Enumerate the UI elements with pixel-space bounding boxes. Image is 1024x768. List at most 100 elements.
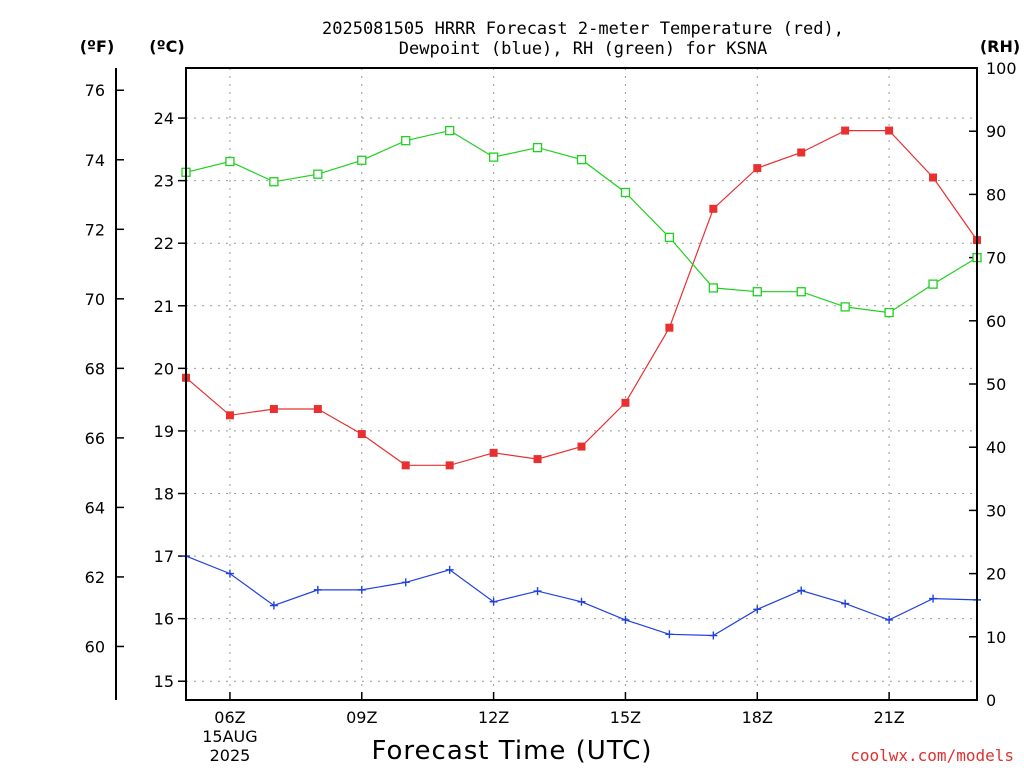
fahrenheit-tick-label: 60 — [85, 637, 105, 656]
x-tick-label: 12Z — [478, 708, 509, 727]
fahrenheit-tick-label: 72 — [85, 220, 105, 239]
temperature-point — [709, 204, 718, 213]
dewpoint-point — [357, 585, 366, 594]
rh-tick-label: 30 — [986, 501, 1006, 520]
rh-point — [532, 142, 543, 153]
temperature-point — [665, 323, 674, 332]
rh-tick-label: 10 — [986, 628, 1006, 647]
x-tick-year-label: 2025 — [210, 746, 251, 765]
rh-tick-label: 40 — [986, 438, 1006, 457]
rh-tick-label: 90 — [986, 122, 1006, 141]
rh-point — [796, 287, 806, 297]
rh-tick-label: 70 — [986, 249, 1006, 268]
celsius-tick-label: 24 — [154, 109, 174, 128]
rh-point — [840, 302, 850, 312]
temperature-series — [182, 126, 981, 470]
plot-frame — [185, 67, 978, 701]
x-tick-label: 18Z — [742, 708, 773, 727]
fahrenheit-unit-label: (ºF) — [80, 37, 115, 56]
temperature-point — [577, 442, 586, 451]
rh-point — [488, 152, 499, 162]
fahrenheit-tick-label: 62 — [85, 568, 105, 587]
dewpoint-point — [885, 615, 894, 624]
rh-point — [884, 307, 894, 318]
rh-point — [225, 156, 235, 167]
rh-tick-label: 0 — [986, 691, 996, 710]
rh-unit-label: (RH) — [980, 37, 1020, 56]
rh-tick-label: 60 — [986, 312, 1006, 331]
temperature-point — [445, 461, 454, 470]
temperature-point — [753, 164, 762, 173]
rh-point — [928, 279, 938, 289]
dewpoint-point — [577, 597, 586, 606]
dewpoint-point — [665, 630, 674, 639]
x-tick-date-label: 15AUG — [202, 727, 257, 746]
rh-tick-label: 50 — [986, 375, 1006, 394]
dewpoint-point — [401, 578, 410, 587]
fahrenheit-tick-label: 76 — [85, 81, 105, 100]
rh-series — [181, 125, 982, 318]
x-tick-label: 06Z — [214, 708, 245, 727]
x-tick-label: 15Z — [610, 708, 641, 727]
dewpoint-point — [841, 599, 850, 608]
rh-tick-label: 80 — [986, 185, 1006, 204]
celsius-tick-label: 22 — [154, 234, 174, 253]
dewpoint-point — [489, 597, 498, 606]
dewpoint-point — [225, 569, 234, 578]
x-tick-label: 09Z — [346, 708, 377, 727]
temperature-point — [357, 430, 366, 439]
fahrenheit-tick-label: 70 — [85, 290, 105, 309]
chart-title-line2: Dewpoint (blue), RH (green) for KSNA — [399, 39, 767, 59]
celsius-tick-label: 20 — [154, 359, 174, 378]
dewpoint-point — [621, 615, 630, 624]
rh-point — [664, 232, 675, 243]
celsius-tick-label: 18 — [154, 485, 174, 504]
rh-point — [445, 125, 455, 136]
data-series — [181, 125, 982, 640]
temperature-point — [401, 461, 410, 470]
celsius-unit-label: (ºC) — [149, 37, 184, 56]
dewpoint-point — [269, 601, 278, 610]
celsius-tick-label: 17 — [154, 547, 174, 566]
rh-tick-label: 20 — [986, 565, 1006, 584]
celsius-tick-label: 16 — [154, 610, 174, 629]
temperature-point — [929, 173, 938, 182]
celsius-tick-label: 19 — [154, 422, 174, 441]
rh-point — [357, 155, 367, 165]
fahrenheit-tick-label: 74 — [85, 151, 105, 170]
dewpoint-point — [445, 565, 454, 574]
dewpoint-point — [797, 586, 806, 595]
fahrenheit-tick-label: 66 — [85, 429, 105, 448]
temperature-point — [269, 405, 278, 414]
temperature-point — [885, 126, 894, 135]
dewpoint-line — [185, 555, 978, 637]
rh-point — [401, 136, 411, 146]
rh-point — [269, 177, 279, 187]
dewpoint-point — [753, 605, 762, 614]
x-axis-label: Forecast Time (UTC) — [371, 736, 652, 766]
axis-ticks: 15 16 17 18 19 20 21 22 23 24 60 62 64 66 68 70 72 74 76 0 1… — [85, 59, 1017, 765]
celsius-tick-label: 21 — [154, 297, 174, 316]
temperature-point — [489, 448, 498, 457]
temperature-point — [841, 126, 850, 135]
credit-label: coolwx.com/models — [850, 746, 1014, 765]
grid-lines — [186, 68, 977, 700]
dewpoint-point — [313, 585, 322, 594]
temperature-point — [225, 411, 234, 420]
temperature-point — [797, 148, 806, 157]
dewpoint-point — [533, 587, 542, 596]
dewpoint-series — [182, 552, 981, 640]
dewpoint-point — [709, 631, 718, 640]
rh-tick-label: 100 — [986, 59, 1017, 78]
rh-point — [708, 283, 718, 293]
fahrenheit-tick-label: 64 — [85, 498, 105, 517]
rh-point — [313, 169, 323, 179]
rh-point — [576, 154, 587, 165]
temperature-point — [621, 398, 630, 407]
celsius-tick-label: 15 — [154, 672, 174, 691]
temperature-point — [313, 405, 322, 414]
fahrenheit-tick-label: 68 — [85, 359, 105, 378]
celsius-tick-label: 23 — [154, 172, 174, 191]
temperature-point — [533, 455, 542, 464]
